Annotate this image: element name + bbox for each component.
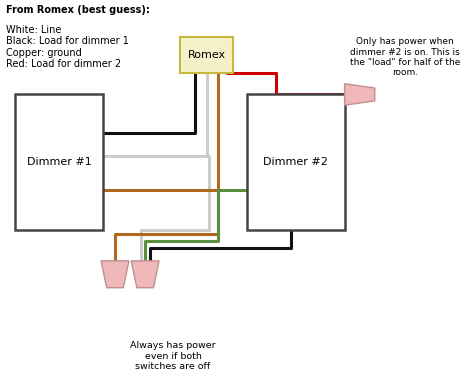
FancyBboxPatch shape xyxy=(247,94,345,230)
Polygon shape xyxy=(131,261,159,288)
Text: Always has power
even if both
switches are off: Always has power even if both switches a… xyxy=(130,341,216,371)
Text: Only has power when
dimmer #2 is on. This is
the "load" for half of the
room.: Only has power when dimmer #2 is on. Thi… xyxy=(350,37,460,77)
FancyBboxPatch shape xyxy=(15,94,103,230)
Text: Dimmer #2: Dimmer #2 xyxy=(264,158,328,167)
Text: White: Line
Black: Load for dimmer 1
Copper: ground
Red: Load for dimmer 2: White: Line Black: Load for dimmer 1 Cop… xyxy=(6,25,129,70)
Text: Romex: Romex xyxy=(188,50,226,60)
Polygon shape xyxy=(101,261,129,288)
FancyBboxPatch shape xyxy=(180,37,233,73)
Polygon shape xyxy=(345,84,375,105)
Text: Dimmer #1: Dimmer #1 xyxy=(27,158,92,167)
Text: From Romex (best guess):: From Romex (best guess): xyxy=(6,5,150,15)
